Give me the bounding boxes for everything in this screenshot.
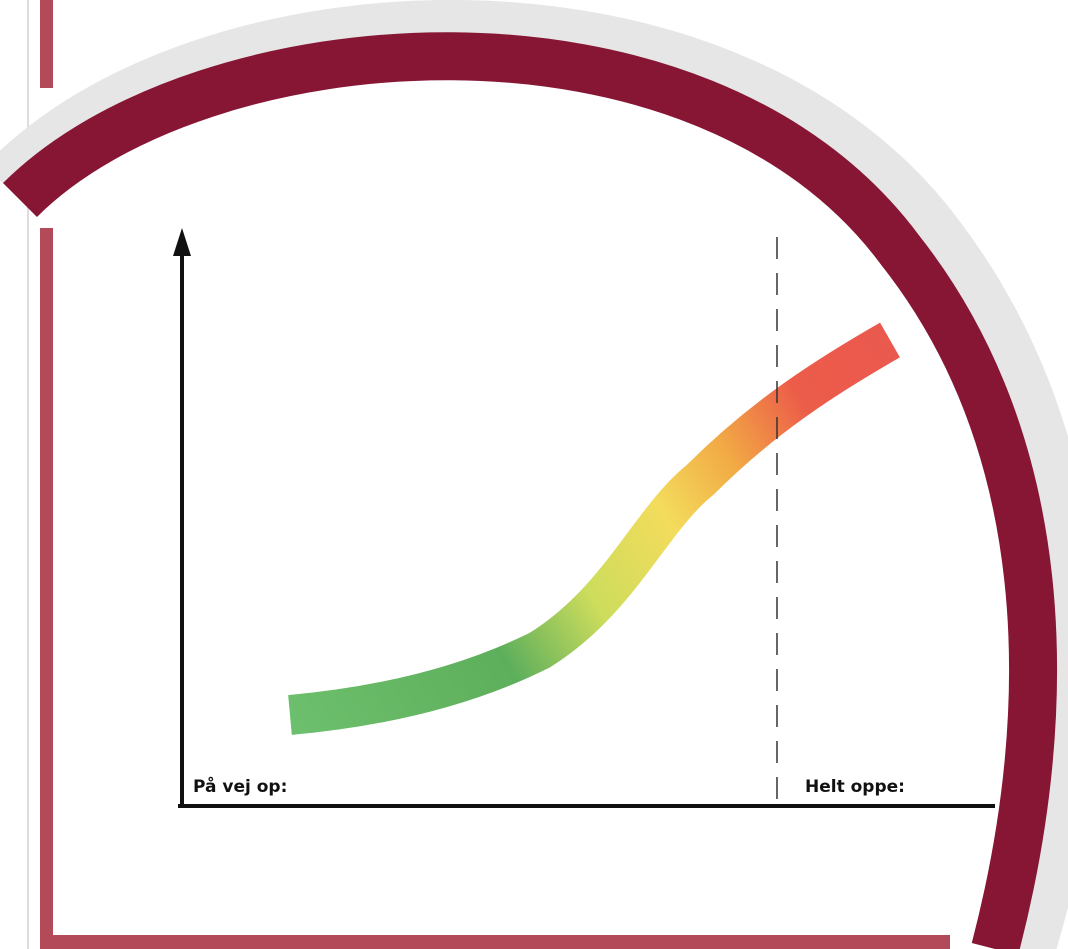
progress-curve: [288, 322, 900, 735]
side-band: [40, 0, 53, 88]
bottom-band: [40, 935, 950, 949]
left-label: På vej op:: [193, 775, 287, 797]
side-band: [40, 228, 53, 949]
arc: [3, 32, 1057, 949]
y-axis-arrow: [173, 228, 191, 256]
right-label: Helt oppe:: [805, 777, 905, 797]
